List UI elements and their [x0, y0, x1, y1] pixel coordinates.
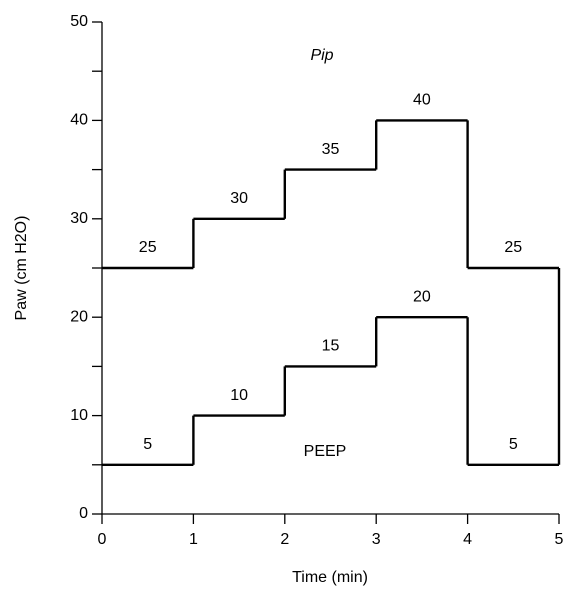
y-axis-label: Paw (cm H2O) [13, 216, 30, 321]
x-axis-label: Time (min) [292, 569, 368, 586]
value-label: 10 [230, 387, 248, 404]
y-tick-label: 10 [70, 407, 88, 424]
x-tick-label: 3 [372, 531, 381, 548]
value-label: 20 [413, 288, 431, 305]
x-tick-label: 4 [463, 531, 472, 548]
x-tick-label: 0 [98, 531, 107, 548]
x-tick-label: 2 [280, 531, 289, 548]
value-label: 5 [143, 436, 152, 453]
value-label: 40 [413, 92, 431, 109]
y-tick-label: 20 [70, 308, 88, 325]
x-tick-label: 1 [189, 531, 198, 548]
value-label: 5 [509, 436, 518, 453]
value-label: 30 [230, 190, 248, 207]
series-label: Pip [310, 47, 333, 64]
value-label: 15 [322, 338, 340, 355]
y-tick-label: 0 [79, 505, 88, 522]
value-label: 25 [504, 239, 522, 256]
value-label: 25 [139, 239, 157, 256]
y-tick-label: 40 [70, 112, 88, 129]
series-label: PEEP [304, 443, 347, 460]
y-tick-label: 30 [70, 210, 88, 227]
value-label: 35 [322, 141, 340, 158]
y-tick-label: 50 [70, 13, 88, 30]
x-tick-label: 5 [555, 531, 564, 548]
